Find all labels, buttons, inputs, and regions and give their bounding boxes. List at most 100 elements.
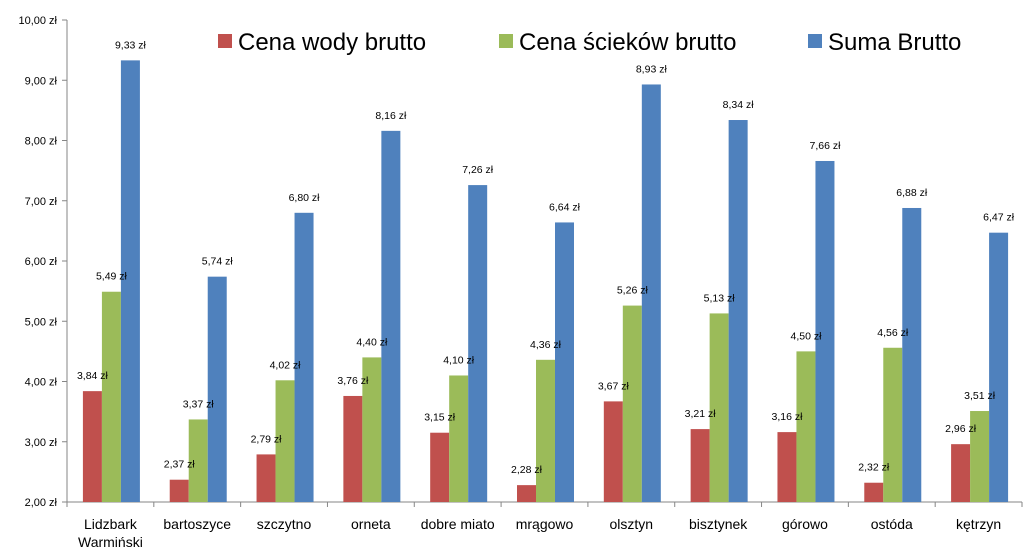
bar [796,351,816,502]
y-tick-label: 10,00 zł [18,15,57,27]
data-label: 8,93 zł [636,63,668,75]
x-category-label: kętrzyn [956,516,1001,532]
bar [536,359,555,502]
x-category-label: bisztynek [689,516,748,532]
data-label: 3,21 zł [685,408,717,420]
bar [690,429,710,502]
bar [343,395,363,502]
bar [275,380,295,502]
data-label: 8,34 zł [723,99,755,111]
bar [82,391,102,502]
data-label: 5,49 zł [96,271,128,283]
bar [864,482,884,502]
data-label: 6,88 zł [896,187,928,199]
bar [951,444,971,502]
bar [777,432,797,502]
bar [555,222,574,502]
data-label: 2,37 zł [164,459,196,471]
data-label: 3,51 zł [964,390,996,402]
x-category-label: ostóda [871,516,913,532]
data-label: 5,74 zł [202,256,234,268]
bar [188,419,208,502]
data-label: 3,15 zł [424,412,456,424]
y-tick-label: 6,00 zł [25,256,58,268]
data-label: 2,28 zł [511,464,543,476]
bar [517,485,536,502]
y-tick-label: 7,00 zł [25,196,58,208]
x-category-label: górowo [782,516,828,532]
bar [449,375,469,502]
legend-label: Cena ścieków brutto [519,29,736,56]
legend: Cena wody brutto Cena ścieków brutto Suma … [218,29,961,56]
legend-label: Cena wody brutto [238,29,426,56]
data-label: 3,84 zł [77,370,109,382]
x-axis: Lidzbark Warmiński bartoszyce szczytno ornet… [66,501,1023,550]
y-tick-label: 3,00 zł [25,437,58,449]
data-label: 2,79 zł [251,433,283,445]
x-category-label: bartoszyce [163,516,231,532]
data-label: 5,26 zł [617,285,649,297]
data-label: 4,50 zł [790,330,822,342]
bar [256,454,276,502]
legend-swatch [218,34,232,48]
bar [603,401,623,502]
y-tick-label: 5,00 zł [25,316,58,328]
data-labels: 3,84 zł 2,37 zł 2,79 zł 3,76 zł 3,15 zł 2,28 … [77,39,1015,476]
x-category-label: Warmiński [78,534,143,550]
data-label: 6,64 zł [549,201,581,213]
bar [101,291,121,502]
data-label: 4,10 zł [443,354,475,366]
data-label: 2,32 zł [858,462,890,474]
data-label: 7,26 zł [462,164,494,176]
bar [728,120,748,502]
bar [902,207,922,503]
bar [207,276,227,502]
data-label: 4,36 zł [530,339,562,351]
data-label: 4,40 zł [356,336,388,348]
data-label: 7,66 zł [809,140,841,152]
data-label: 6,80 zł [289,192,321,204]
data-label: 8,16 zł [375,110,407,122]
x-category-label: szczytno [257,516,312,532]
x-category-label: orneta [351,516,391,532]
bar [381,130,401,503]
data-label: 6,47 zł [983,212,1015,224]
legend-label: Suma Brutto [828,29,961,56]
x-category-label: dobre miato [421,516,495,532]
data-label: 5,13 zł [704,292,736,304]
data-label: 4,02 zł [270,359,302,371]
bars [82,60,1009,503]
bar [622,305,642,502]
x-category-label: Lidzbark [84,516,138,532]
legend-swatch [808,34,822,48]
bar [362,357,382,502]
bar [430,432,450,502]
data-label: 3,16 zł [771,411,803,423]
bar [815,160,835,503]
bar [641,84,661,502]
bar [468,185,488,502]
x-category-label: mrągowo [516,516,574,532]
data-label: 3,67 zł [598,380,630,392]
bar [970,411,990,502]
bar [120,60,140,503]
bar [169,479,189,502]
y-tick-label: 8,00 zł [25,136,58,148]
y-tick-label: 4,00 zł [25,377,58,389]
bar [709,313,729,502]
bar [294,212,314,503]
data-label: 3,76 zł [337,375,369,387]
data-label: 2,96 zł [945,423,977,435]
bar [989,232,1009,502]
legend-swatch [499,34,513,48]
data-label: 4,56 zł [877,327,909,339]
y-axis: 2,00 zł 3,00 zł 4,00 zł 5,00 zł 6,00 zł 7,00 … [18,15,68,509]
y-tick-label: 9,00 zł [25,75,58,87]
data-label: 3,37 zł [183,398,215,410]
y-tick-label: 2,00 zł [25,497,58,509]
bar [883,347,903,502]
data-label: 9,33 zł [115,39,147,51]
x-category-label: olsztyn [610,516,654,532]
